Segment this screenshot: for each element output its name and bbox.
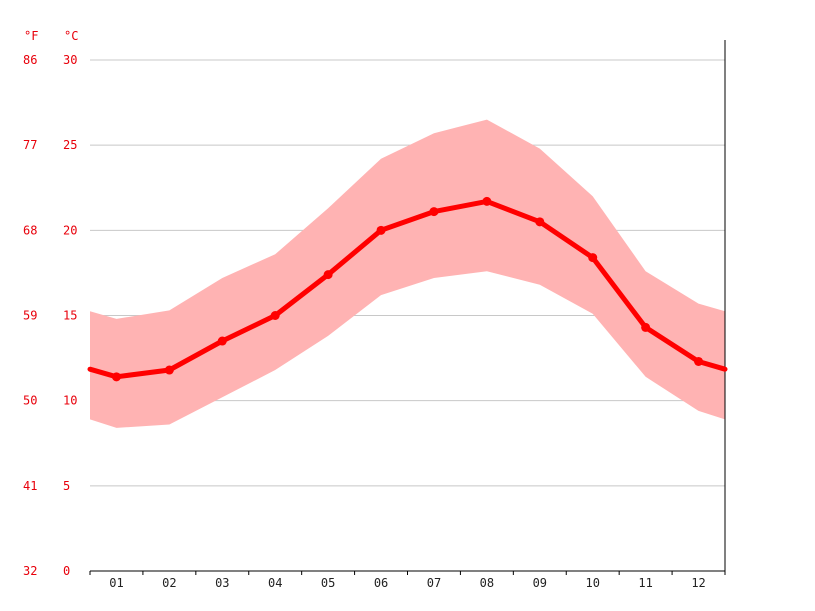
min-max-band: [90, 119, 725, 428]
x-tick-label: 10: [585, 576, 599, 590]
x-tick-label: 05: [321, 576, 335, 590]
x-tick-label: 03: [215, 576, 229, 590]
y-tick-f-label: 86: [23, 53, 37, 67]
x-tick-label: 06: [374, 576, 388, 590]
mean-point: [588, 253, 598, 263]
mean-point: [535, 217, 545, 227]
y-tick-f-label: 41: [23, 479, 37, 493]
mean-point: [270, 311, 280, 320]
mean-point: [164, 365, 174, 375]
y-tick-c-label: 20: [63, 223, 77, 237]
y-tick-f-label: 59: [23, 309, 37, 323]
mean-point: [376, 225, 386, 235]
y-tick-f-label: 32: [23, 564, 37, 578]
x-tick-marks: [89, 571, 726, 575]
y-tick-c-label: 15: [63, 309, 77, 323]
mean-points: [111, 196, 704, 382]
mean-point: [429, 207, 439, 217]
x-tick-label: 07: [427, 576, 441, 590]
axis-labels: °F °C 0 32 5 41 10 50 15 59 20 68 25 77 30 86 01 02 03 04…: [23, 29, 706, 590]
y-tick-c-label: 0: [63, 564, 70, 578]
mean-point: [694, 356, 704, 366]
y-tick-c-label: 25: [63, 138, 77, 152]
y-tick-c-label: 10: [63, 394, 77, 408]
mean-point: [482, 196, 492, 206]
x-tick-label: 11: [638, 576, 652, 590]
mean-line: [87, 198, 728, 380]
x-tick-label: 04: [268, 576, 282, 590]
y-tick-f-label: 77: [23, 138, 37, 152]
unit-f-label: °F: [24, 29, 38, 43]
mean-point: [111, 372, 121, 382]
x-tick-label: 09: [533, 576, 547, 590]
unit-c-label: °C: [64, 29, 78, 43]
mean-point: [323, 270, 333, 280]
x-tick-label: 01: [109, 576, 123, 590]
x-tick-label: 08: [480, 576, 494, 590]
x-tick-label: 02: [162, 576, 176, 590]
y-tick-c-label: 5: [63, 479, 70, 493]
mean-point: [641, 322, 651, 332]
y-tick-f-label: 50: [23, 394, 37, 408]
y-tick-f-label: 68: [23, 223, 37, 237]
y-tick-c-label: 30: [63, 53, 77, 67]
x-tick-label: 12: [691, 576, 705, 590]
mean-point: [217, 336, 227, 346]
